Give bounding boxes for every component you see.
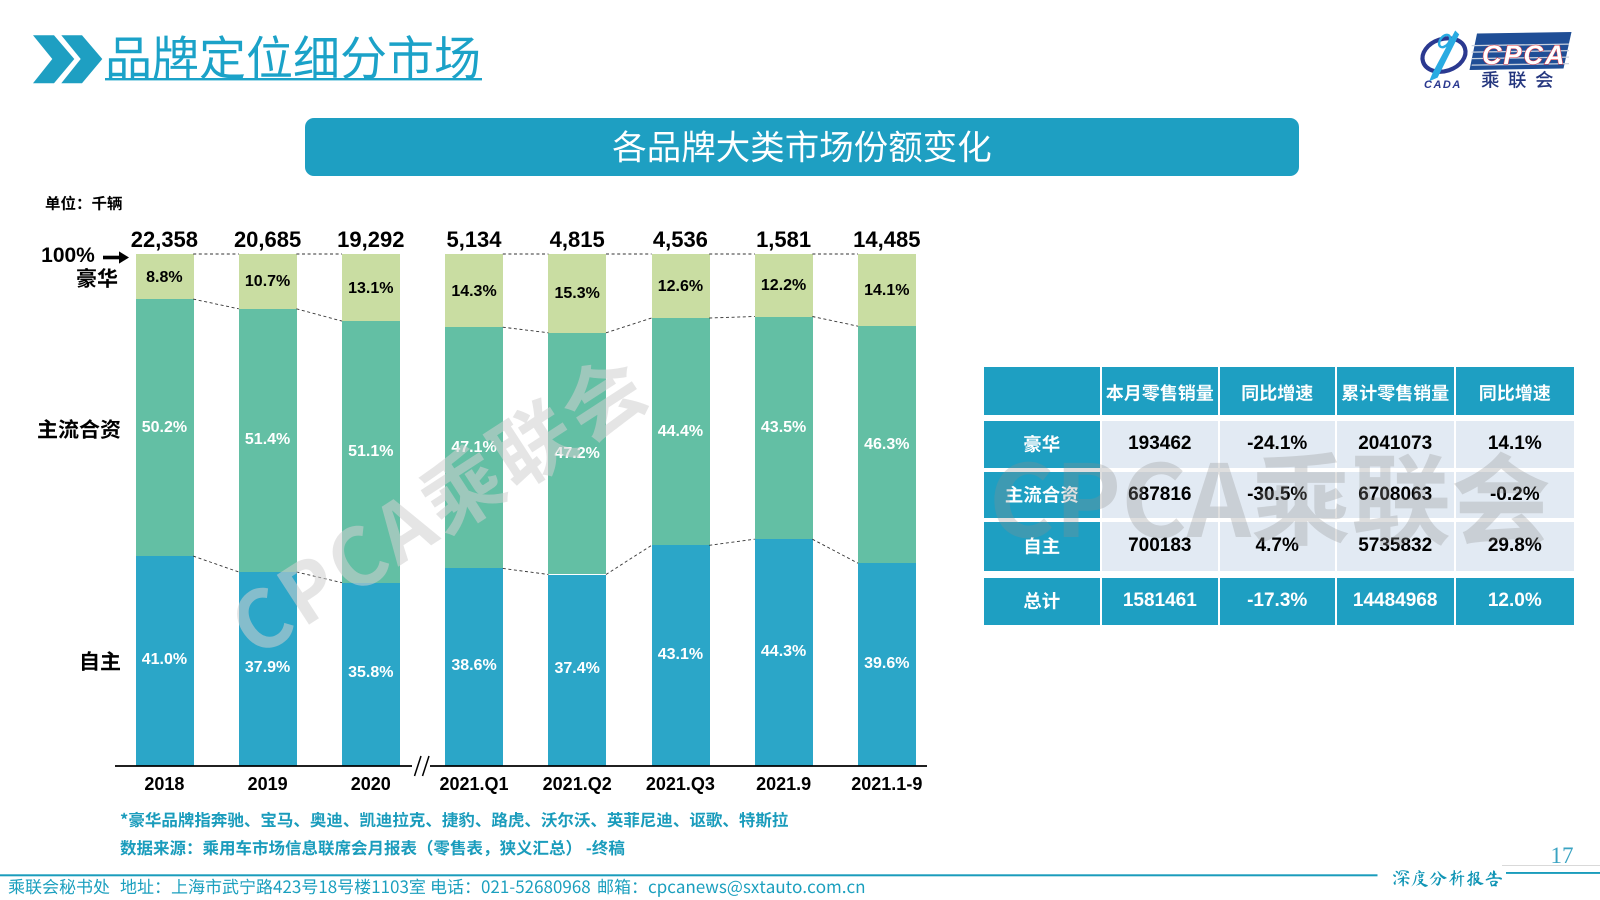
svg-text:CADA: CADA <box>1424 79 1462 91</box>
svg-text:CPCA: CPCA <box>1482 40 1567 70</box>
